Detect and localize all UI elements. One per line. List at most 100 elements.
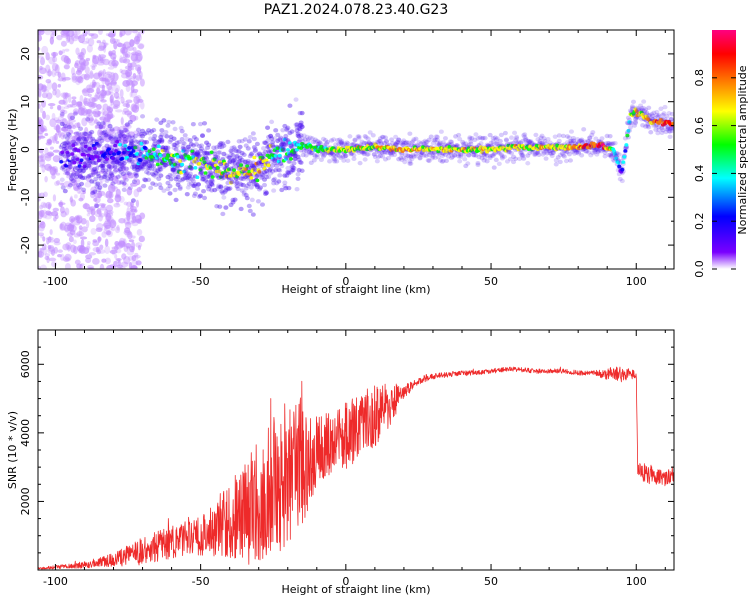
spectrogram-halo [282, 180, 288, 185]
spectrogram-halo [82, 175, 88, 181]
spectrogram-speckle [115, 226, 121, 234]
spectrogram-speckle [66, 104, 74, 108]
spectrogram-speckle [121, 73, 129, 79]
spectrogram-speckle [136, 42, 145, 49]
spectrogram-speckle [52, 149, 60, 153]
spectrogram-halo [208, 170, 214, 175]
spectrogram-halo [168, 134, 174, 140]
spectrogram-halo [646, 105, 652, 111]
spectrogram-speckle [109, 94, 114, 104]
spectrogram-speckle [38, 232, 45, 237]
spectrogram-speckle [71, 30, 78, 37]
spectrogram-halo [295, 171, 301, 177]
spectrogram-ridge-cell [266, 163, 271, 168]
spectrogram-speckle [64, 253, 72, 261]
spectrogram-speckle [49, 106, 54, 110]
spectrogram-halo [71, 141, 77, 146]
spectrogram-speckle [74, 60, 81, 66]
spectrogram-halo [213, 154, 219, 159]
spectrogram-ridge-cell [150, 155, 155, 159]
spectrogram-halo [162, 161, 168, 166]
spectrogram-speckle [79, 94, 84, 104]
spectrogram-speckle [84, 202, 88, 210]
spectrogram-speckle [51, 261, 57, 268]
spectrogram-speckle [128, 80, 135, 86]
spectrogram-halo [169, 173, 175, 178]
spectrogram-speckle [52, 51, 56, 59]
spectrogram-speckle [57, 104, 62, 111]
spectrogram-speckle [119, 57, 128, 64]
spectrogram-halo [133, 173, 139, 179]
spectrogram-halo [173, 174, 179, 180]
spectrogram-speckle [61, 109, 68, 115]
spectrogram-halo [91, 160, 97, 166]
spectrogram-speckle [86, 213, 90, 217]
spectrogram-halo [72, 141, 78, 147]
spectrogram-speckle [101, 163, 106, 167]
spectrogram-halo [175, 161, 181, 167]
spectrogram-speckle [99, 244, 104, 250]
spectrogram-halo [151, 136, 157, 142]
spectrogram-speckle [84, 246, 91, 251]
spectrogram-halo [87, 134, 93, 139]
spectrogram-ridge-cell [180, 162, 185, 167]
spectrogram-speckle [120, 96, 125, 104]
spectrogram-halo [143, 162, 149, 167]
spectrogram-speckle [56, 34, 63, 41]
spectrogram-halo [69, 173, 75, 179]
spectrogram-halo [140, 133, 146, 139]
spectrogram-speckle [88, 163, 92, 170]
spectrogram-halo [255, 199, 261, 204]
spectrogram-speckle [39, 204, 44, 210]
spectrogram-halo [79, 181, 85, 187]
spectrogram-speckle [122, 107, 129, 113]
spectrogram-speckle [125, 99, 133, 104]
spectrogram-speckle [39, 164, 46, 168]
spectrogram-halo [168, 158, 174, 163]
spectrogram-speckle [85, 254, 93, 260]
spectrogram-halo [184, 137, 190, 142]
x-tick-label: 100 [626, 575, 647, 588]
spectrogram-speckle [119, 55, 123, 64]
spectrogram-speckle [79, 263, 85, 267]
spectrogram-halo [190, 151, 196, 157]
spectrogram-halo [142, 177, 148, 182]
spectrogram-speckle [75, 153, 82, 159]
spectrogram-halo [62, 123, 68, 129]
spectrogram-halo [145, 166, 151, 171]
spectrogram-halo [442, 136, 448, 141]
spectrogram-halo [149, 167, 155, 172]
spectrogram-halo [93, 150, 99, 156]
spectrogram-ridge-cell [218, 175, 223, 179]
spectrogram-speckle [72, 125, 76, 130]
spectrogram-speckle [138, 235, 145, 243]
spectrogram-halo [257, 185, 263, 190]
y-tick-label: 4000 [19, 419, 32, 447]
spectrogram-halo [607, 133, 613, 139]
spectrogram-ridge-cell [123, 143, 128, 148]
spectrogram-speckle [137, 218, 143, 225]
spectrogram-halo [178, 125, 184, 131]
spectrogram-speckle [54, 133, 58, 142]
spectrogram-halo [204, 140, 210, 145]
spectrogram-speckle [57, 77, 64, 82]
spectrogram-halo [208, 160, 214, 165]
spectrogram-speckle [132, 88, 139, 94]
spectrogram-halo [162, 147, 168, 153]
spectrogram-halo [129, 158, 135, 163]
spectrogram-halo [209, 161, 215, 166]
spectrogram-halo [187, 171, 193, 176]
spectrogram-halo [206, 187, 212, 192]
spectrogram-halo [136, 165, 142, 170]
spectrogram-speckle [78, 131, 86, 139]
spectrogram-ridge-cell [130, 145, 135, 150]
spectrogram-halo [177, 186, 183, 191]
spectrogram-speckle [40, 220, 45, 226]
spectrogram-speckle [38, 192, 42, 197]
spectrogram-speckle [41, 163, 46, 173]
spectrogram-halo [194, 150, 200, 155]
spectrogram-ridge-cell [176, 154, 181, 159]
spectrogram-halo [65, 131, 71, 137]
spectrogram-speckle [128, 261, 133, 269]
spectrogram-halo [327, 159, 333, 164]
